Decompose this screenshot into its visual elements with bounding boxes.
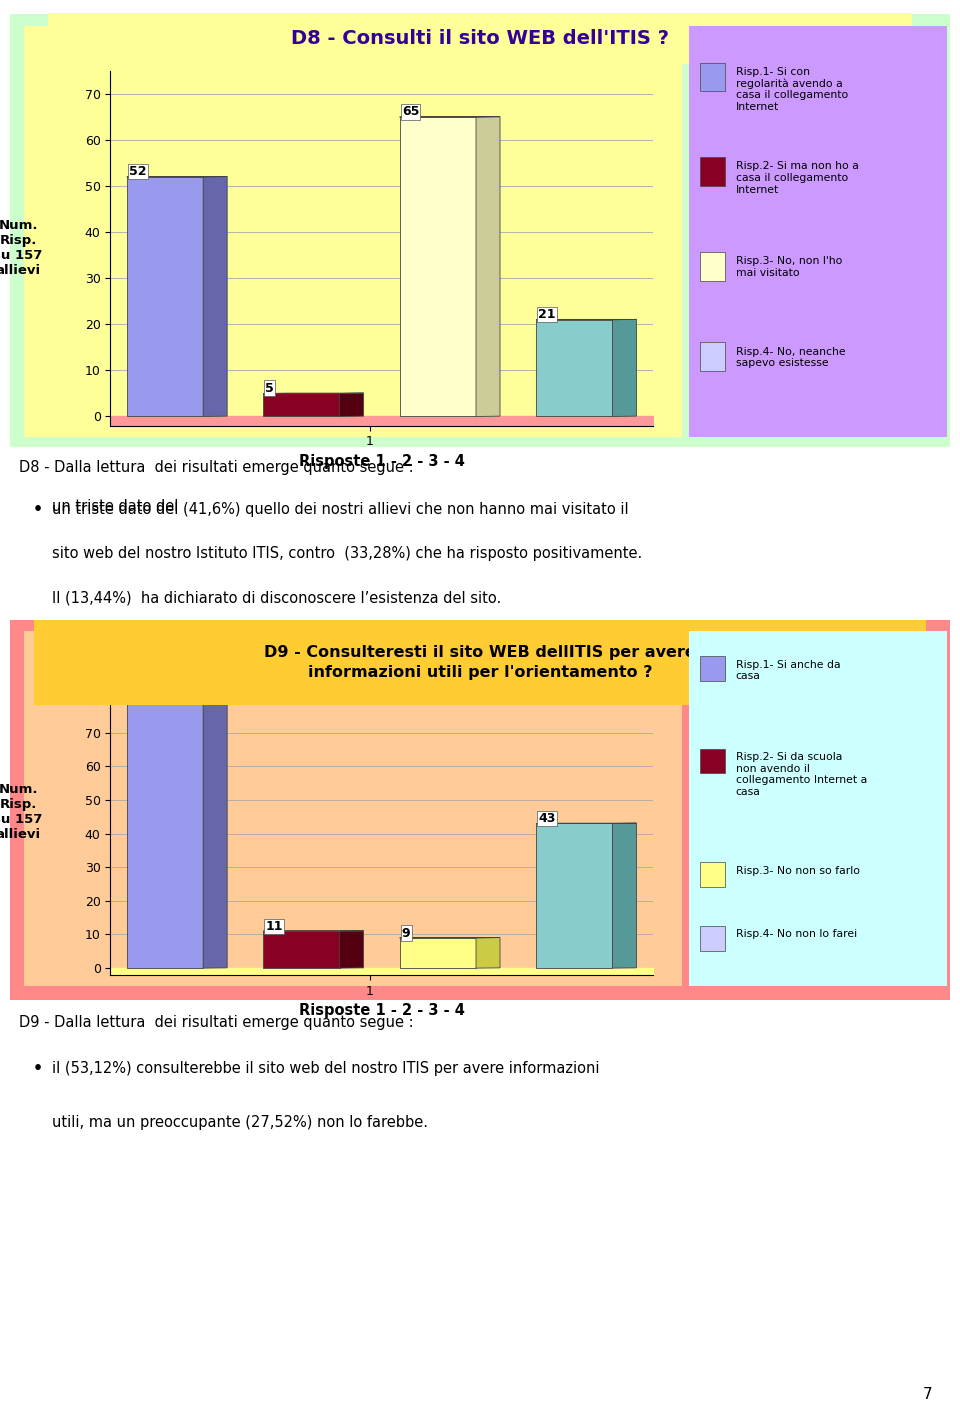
Text: utili, ma un preoccupante (27,52%) non lo farebbe.: utili, ma un preoccupante (27,52%) non l… xyxy=(52,1115,428,1130)
Text: un triste dato del (41,6%) quello dei nostri allievi che non hanno mai visitato : un triste dato del (41,6%) quello dei no… xyxy=(52,502,629,517)
Text: Risp.1- Si con
regolarità avendo a
casa il collegamento
Internet: Risp.1- Si con regolarità avendo a casa … xyxy=(735,67,848,112)
Text: sito web del nostro Istituto ITIS, contro  (33,28%) che ha risposto positivament: sito web del nostro Istituto ITIS, contr… xyxy=(52,546,642,562)
Bar xyxy=(700,656,726,681)
Polygon shape xyxy=(204,688,228,968)
Text: 83: 83 xyxy=(129,678,146,691)
Polygon shape xyxy=(612,823,636,968)
Text: D9 - Dalla lettura  dei risultati emerge quanto segue :: D9 - Dalla lettura dei risultati emerge … xyxy=(19,1015,414,1030)
Text: Risp.1- Si anche da
casa: Risp.1- Si anche da casa xyxy=(735,660,840,681)
Polygon shape xyxy=(204,176,228,417)
Bar xyxy=(536,823,612,968)
Text: D8 - Dalla lettura  dei risultati emerge quanto segue :: D8 - Dalla lettura dei risultati emerge … xyxy=(19,460,414,475)
Bar xyxy=(700,342,726,372)
Polygon shape xyxy=(612,319,636,417)
Y-axis label: Num.
Risp.
su 157
allievi: Num. Risp. su 157 allievi xyxy=(0,783,42,840)
Text: D8 - Consulti il sito WEB dell'ITIS ?: D8 - Consulti il sito WEB dell'ITIS ? xyxy=(291,28,669,48)
Text: Il (13,44%)  ha dichiarato di disconoscere l’esistenza del sito.: Il (13,44%) ha dichiarato di disconoscer… xyxy=(52,590,501,606)
Polygon shape xyxy=(476,116,500,417)
X-axis label: Risposte 1 - 2 - 3 - 4: Risposte 1 - 2 - 3 - 4 xyxy=(299,1003,465,1017)
Text: •: • xyxy=(33,1061,43,1076)
Text: Risp.3- No, non l'ho
mai visitato: Risp.3- No, non l'ho mai visitato xyxy=(735,255,842,278)
Bar xyxy=(700,927,726,951)
Text: Risp.4- No non lo farei: Risp.4- No non lo farei xyxy=(735,929,856,939)
Text: D9 - Consulteresti il sito WEB dellITIS per avere
informazioni utili per l'orien: D9 - Consulteresti il sito WEB dellITIS … xyxy=(264,646,696,680)
Text: Risp.2- Si ma non ho a
casa il collegamento
Internet: Risp.2- Si ma non ho a casa il collegame… xyxy=(735,162,858,194)
Text: un triste dato del: un triste dato del xyxy=(52,498,183,514)
Text: 5: 5 xyxy=(265,382,275,394)
Bar xyxy=(399,116,476,417)
Bar xyxy=(127,688,204,968)
Polygon shape xyxy=(476,938,500,968)
Bar xyxy=(700,251,726,281)
Text: 43: 43 xyxy=(539,812,556,826)
Text: Risp.3- No non so farlo: Risp.3- No non so farlo xyxy=(735,866,859,876)
Text: 65: 65 xyxy=(402,105,420,118)
X-axis label: Risposte 1 - 2 - 3 - 4: Risposte 1 - 2 - 3 - 4 xyxy=(299,454,465,468)
Bar xyxy=(700,62,726,91)
Polygon shape xyxy=(340,931,364,968)
Text: 9: 9 xyxy=(402,927,411,939)
Bar xyxy=(700,749,726,773)
Text: 11: 11 xyxy=(265,920,283,932)
Bar xyxy=(263,931,340,968)
Bar xyxy=(127,177,204,417)
Bar xyxy=(700,861,726,887)
Y-axis label: Num.
Risp.
su 157
allievi: Num. Risp. su 157 allievi xyxy=(0,220,42,277)
Text: D9 - Consulteresti il sito WEB dellITIS per avere
informazioni utili per l'orien: D9 - Consulteresti il sito WEB dellITIS … xyxy=(264,624,696,661)
Text: 21: 21 xyxy=(539,308,556,321)
Text: •: • xyxy=(33,502,43,517)
Text: 7: 7 xyxy=(923,1386,932,1402)
Polygon shape xyxy=(340,393,364,417)
Text: il (53,12%) consulterebbe il sito web del nostro ITIS per avere informazioni: il (53,12%) consulterebbe il sito web de… xyxy=(52,1061,599,1076)
Text: Risp.4- No, neanche
sapevo esistesse: Risp.4- No, neanche sapevo esistesse xyxy=(735,346,845,368)
Text: 52: 52 xyxy=(129,165,147,179)
Bar xyxy=(700,158,726,186)
Bar xyxy=(263,393,340,417)
Bar xyxy=(399,938,476,968)
Text: Risp.2- Si da scuola
non avendo il
collegamento Internet a
casa: Risp.2- Si da scuola non avendo il colle… xyxy=(735,752,867,797)
Bar xyxy=(536,319,612,417)
